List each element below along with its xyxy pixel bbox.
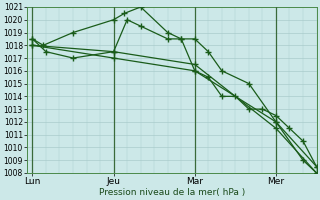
X-axis label: Pression niveau de la mer( hPa ): Pression niveau de la mer( hPa ) — [99, 188, 245, 197]
